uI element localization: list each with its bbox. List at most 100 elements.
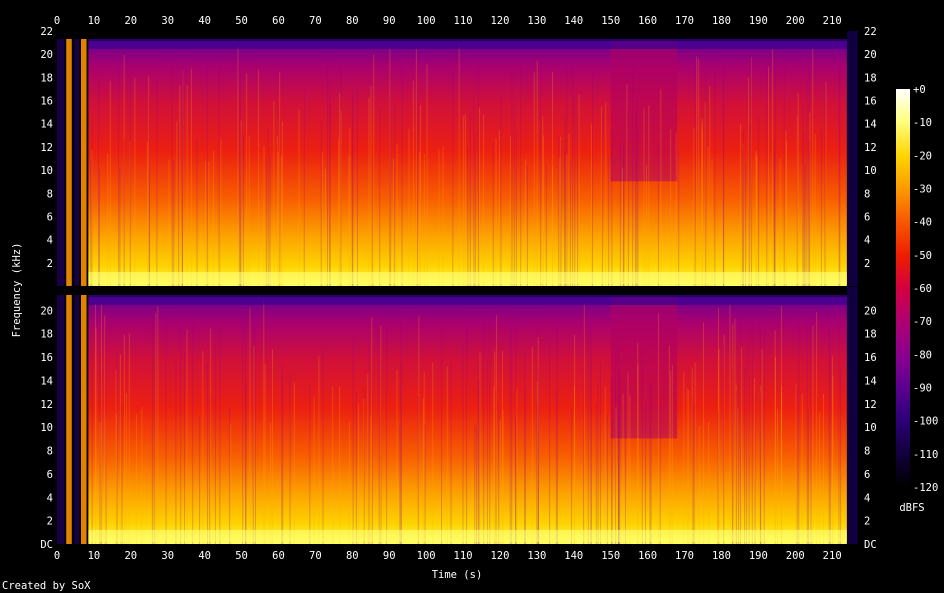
texture-streak (780, 393, 782, 544)
texture-streak (494, 351, 496, 544)
texture-streak (671, 364, 673, 544)
texture-streak (542, 135, 544, 286)
texture-streak (802, 104, 804, 286)
texture-streak (840, 368, 842, 544)
texture-streak (390, 72, 392, 287)
texture-streak (263, 299, 265, 544)
x-tick-label-top: 170 (675, 15, 694, 27)
texture-streak (525, 385, 527, 544)
x-tick-label-bottom: 190 (749, 550, 768, 562)
texture-streak (475, 426, 477, 544)
texture-streak (577, 113, 579, 287)
texture-streak (483, 305, 485, 544)
texture-streak (624, 385, 626, 544)
texture-streak (396, 369, 398, 544)
texture-streak (825, 82, 827, 286)
y-tick-label-right: 6 (864, 469, 870, 481)
texture-streak (91, 349, 93, 544)
texture-streak (242, 135, 244, 286)
texture-streak (182, 69, 184, 287)
texture-streak (623, 143, 625, 286)
texture-streak (779, 159, 781, 286)
texture-streak (729, 303, 731, 544)
texture-streak (272, 349, 274, 544)
texture-streak (566, 154, 568, 286)
texture-streak (119, 168, 121, 286)
texture-streak (352, 339, 354, 544)
texture-streak (466, 305, 468, 544)
texture-streak (115, 413, 117, 544)
texture-streak (707, 146, 709, 286)
texture-streak (659, 404, 661, 544)
colorbar-tick-label: +0 (913, 84, 926, 96)
texture-streak (734, 318, 736, 544)
x-tick-label-bottom: 210 (823, 550, 842, 562)
texture-streak (615, 407, 617, 544)
colorbar-tick-label: -10 (913, 117, 932, 129)
texture-streak (632, 62, 634, 286)
texture-streak (564, 146, 566, 286)
texture-streak (623, 132, 625, 286)
y-tick-label-right: 22 (864, 26, 877, 38)
x-tick-label-bottom: 80 (346, 550, 359, 562)
x-tick-label-top: 190 (749, 15, 768, 27)
texture-streak (650, 382, 652, 544)
y-tick-label-right: DC (864, 539, 877, 551)
texture-streak (153, 311, 155, 544)
texture-streak (536, 401, 538, 544)
texture-streak (98, 74, 100, 287)
texture-streak (824, 88, 826, 286)
colorbar-tick-label: -80 (913, 349, 932, 361)
texture-streak (219, 329, 221, 544)
texture-streak (766, 65, 768, 286)
colorbar-label: dBFS (899, 502, 924, 514)
spectral-energy-band (88, 41, 847, 286)
texture-streak (104, 315, 106, 544)
texture-streak (592, 71, 594, 286)
texture-streak (777, 408, 779, 544)
texture-streak (526, 166, 528, 286)
texture-streak (248, 135, 250, 286)
x-tick-label-top: 0 (54, 15, 60, 27)
intro-stripe (74, 39, 80, 286)
texture-streak (129, 79, 131, 286)
colorbar-tick-label: -60 (913, 283, 932, 295)
texture-streak (400, 362, 402, 544)
x-tick-label-bottom: 150 (601, 550, 620, 562)
texture-streak (267, 127, 269, 286)
texture-streak (489, 311, 491, 544)
texture-streak (807, 410, 809, 544)
texture-streak (98, 421, 100, 544)
texture-streak (418, 315, 420, 544)
texture-streak (115, 369, 117, 544)
colorbar-tick-label: -110 (913, 449, 938, 461)
texture-streak (578, 94, 580, 286)
texture-streak (408, 128, 410, 286)
texture-streak (711, 159, 713, 286)
texture-streak (658, 313, 660, 544)
fade-out-region (846, 31, 858, 286)
high-frequency-edge (88, 295, 847, 305)
texture-streak (446, 366, 448, 544)
texture-streak (101, 370, 103, 544)
texture-streak (618, 394, 620, 544)
y-tick-label-left: 2 (47, 516, 53, 528)
texture-streak (828, 325, 830, 544)
texture-streak (693, 127, 695, 287)
texture-streak (573, 386, 575, 544)
texture-streak (796, 115, 798, 286)
x-axis-bottom: 0 10 20 30 40 50 60 70 80 90 100 110 120 130 140 150 160… (54, 550, 842, 562)
texture-streak (230, 423, 232, 544)
colorbar-tick-label: -70 (913, 316, 932, 328)
texture-streak (649, 381, 651, 544)
texture-streak (694, 362, 696, 544)
texture-streak (502, 409, 504, 544)
texture-streak (281, 362, 283, 544)
y-tick-label-right: 14 (864, 119, 877, 131)
texture-streak (495, 138, 497, 286)
y-tick-label-right: 12 (864, 142, 877, 154)
texture-streak (207, 362, 209, 544)
texture-streak (745, 164, 747, 286)
quiet-region (610, 41, 678, 182)
texture-streak (626, 84, 628, 286)
